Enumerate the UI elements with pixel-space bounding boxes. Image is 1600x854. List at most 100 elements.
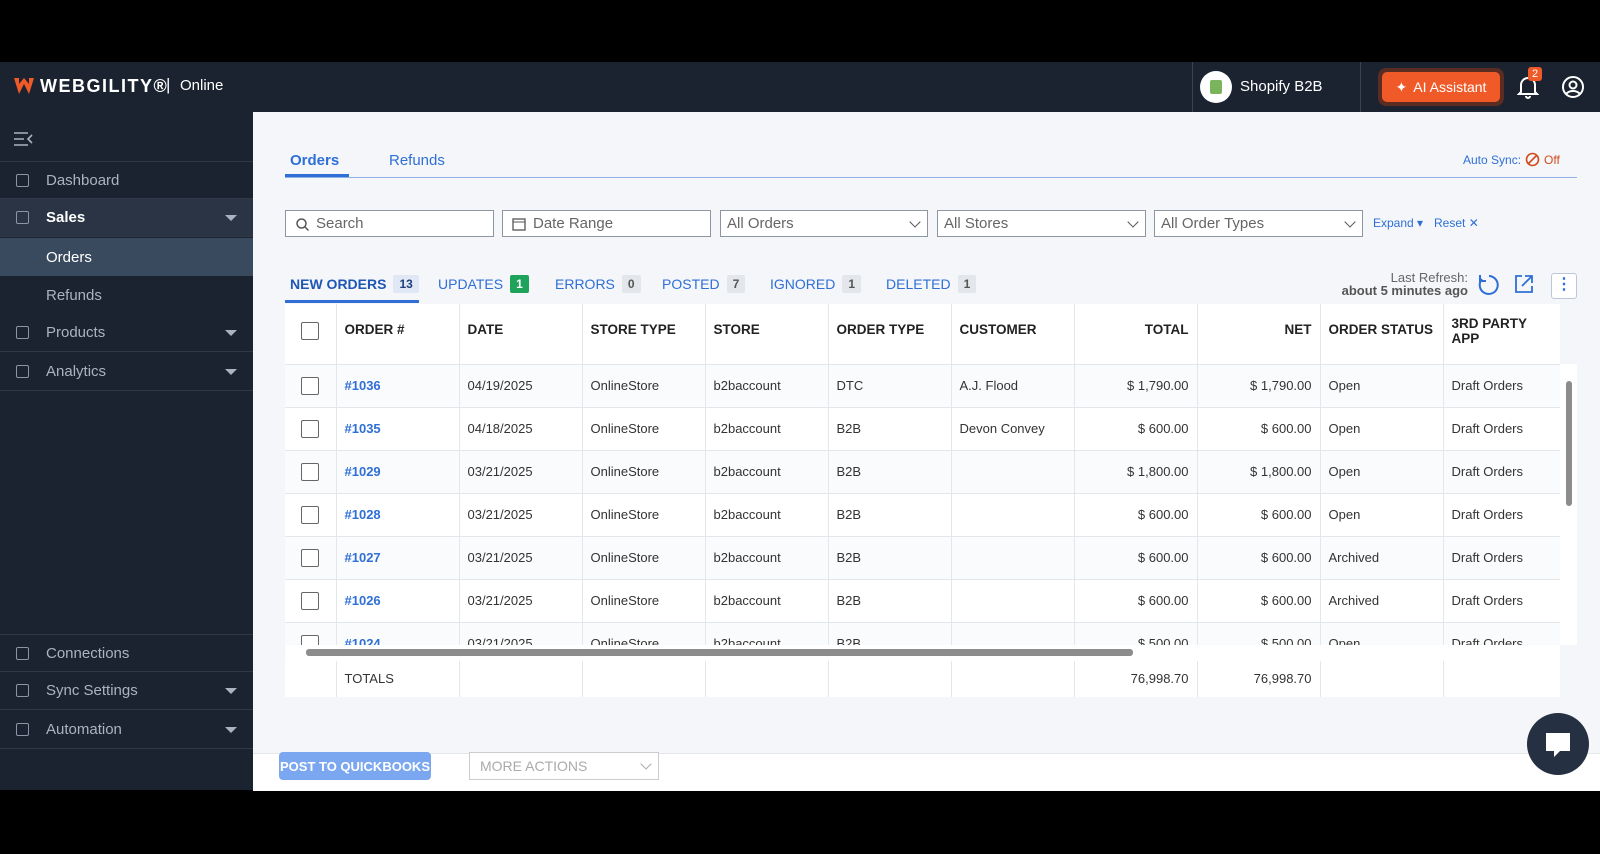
checkbox[interactable] xyxy=(301,462,320,481)
status-tab[interactable]: UPDATES 1 xyxy=(438,275,529,293)
column-header: NET xyxy=(1197,304,1321,365)
action-bar xyxy=(253,753,1600,791)
vertical-scrollbar[interactable] xyxy=(1560,364,1577,645)
tab-orders[interactable]: Orders xyxy=(290,152,340,169)
notification-badge: 2 xyxy=(1528,67,1542,81)
ai-assistant-button[interactable]: ✦ AI Assistant xyxy=(1382,72,1500,102)
post-button[interactable]: POST TO QUICKBOOKS xyxy=(279,752,431,780)
table-cell[interactable]: #1028 xyxy=(336,493,460,537)
checkbox[interactable] xyxy=(301,548,320,567)
reset-link[interactable]: Reset ✕ xyxy=(1434,216,1479,230)
checkbox[interactable] xyxy=(301,322,320,340)
totals-cell xyxy=(828,661,952,697)
status-tab-label: IGNORED xyxy=(770,276,836,292)
table-cell: Draft Orders xyxy=(1443,536,1560,580)
more-actions-label: MORE ACTIONS xyxy=(480,758,588,774)
table-cell: B2B xyxy=(828,536,952,580)
table-cell: $ 1,800.00 xyxy=(1197,450,1321,494)
more-menu[interactable]: ⋮ xyxy=(1551,273,1577,299)
nav-icon xyxy=(16,174,29,187)
table-cell: $ 600.00 xyxy=(1197,407,1321,451)
table-cell: Archived xyxy=(1320,536,1444,580)
nav-label: Sync Settings xyxy=(46,682,138,699)
stores-select-value: All Stores xyxy=(944,215,1009,232)
table-cell: 03/21/2025 xyxy=(459,493,583,537)
open-external-icon[interactable] xyxy=(1513,273,1535,295)
order-row: #1026 03/21/2025 OnlineStore b2baccount B2B $… xyxy=(285,579,1560,623)
nav-caret xyxy=(225,688,237,694)
nav-item[interactable]: Products xyxy=(0,314,253,352)
table-cell: OnlineStore xyxy=(582,450,706,494)
table-cell: Draft Orders xyxy=(1443,364,1560,408)
checkbox[interactable] xyxy=(301,419,320,438)
nav-label: Automation xyxy=(46,721,122,738)
status-tab-count: 13 xyxy=(393,275,419,293)
table-cell[interactable]: #1027 xyxy=(336,536,460,580)
nav-item[interactable]: Sales xyxy=(0,199,253,237)
header-row: ORDER # DATE STORE TYPE STORE ORDER TYPE CUST… xyxy=(285,304,1560,365)
table-cell: Open xyxy=(1320,364,1444,408)
checkbox[interactable] xyxy=(301,376,320,395)
nav-item[interactable]: Refunds xyxy=(0,276,253,314)
nav-label: Dashboard xyxy=(46,171,120,189)
table-cell: $ 600.00 xyxy=(1074,407,1198,451)
status-tab[interactable]: POSTED 7 xyxy=(662,275,746,293)
order-row: #1028 03/21/2025 OnlineStore b2baccount B2B $… xyxy=(285,493,1560,537)
expand-link[interactable]: Expand ▾ xyxy=(1373,216,1424,230)
user-icon[interactable] xyxy=(1561,75,1585,99)
stores-select[interactable]: All Stores xyxy=(937,210,1146,237)
checkbox[interactable] xyxy=(301,591,320,610)
status-tab[interactable]: IGNORED 1 xyxy=(770,275,862,293)
table-cell: Draft Orders xyxy=(1443,493,1560,537)
auto-sync-state[interactable]: Off xyxy=(1544,153,1560,167)
nav-item[interactable]: Sync Settings xyxy=(0,672,253,710)
status-tab[interactable]: ERRORS 0 xyxy=(555,275,641,293)
table-cell[interactable]: #1029 xyxy=(336,450,460,494)
totals-table: TOTALS 76,998.70 76,998.70 xyxy=(285,661,1560,697)
nav-icon xyxy=(16,365,29,378)
brand: WEBGILITY® xyxy=(40,76,169,96)
tab-refunds[interactable]: Refunds xyxy=(389,152,445,169)
horizontal-scrollbar[interactable] xyxy=(286,645,1560,661)
store-avatar xyxy=(1200,71,1232,103)
table-cell[interactable]: #1026 xyxy=(336,579,460,623)
nav-icon xyxy=(16,723,29,736)
nav-item[interactable]: Analytics xyxy=(0,353,253,391)
status-tab-count: 1 xyxy=(510,275,529,293)
order-types-select[interactable]: All Order Types xyxy=(1154,210,1363,237)
checkbox-cell xyxy=(285,536,337,580)
column-header: 3RD PARTY APP xyxy=(1443,304,1560,365)
table-cell: $ 600.00 xyxy=(1197,579,1321,623)
refresh-icon[interactable] xyxy=(1477,273,1501,297)
table-cell[interactable]: #1036 xyxy=(336,364,460,408)
chat-button[interactable] xyxy=(1527,713,1589,775)
status-tab[interactable]: DELETED 1 xyxy=(886,275,977,293)
search-input[interactable]: Search xyxy=(285,210,494,237)
nav-item[interactable]: Connections xyxy=(0,634,253,672)
table-cell: A.J. Flood xyxy=(951,364,1075,408)
table-cell: $ 1,790.00 xyxy=(1074,364,1198,408)
status-tab[interactable]: NEW ORDERS 13 xyxy=(290,275,419,293)
more-actions-select[interactable]: MORE ACTIONS xyxy=(469,752,659,780)
column-header: ORDER TYPE xyxy=(828,304,952,365)
checkbox[interactable] xyxy=(301,505,320,524)
table-cell: $ 600.00 xyxy=(1074,493,1198,537)
nav-item[interactable]: Orders xyxy=(0,238,253,276)
table-cell: $ 1,800.00 xyxy=(1074,450,1198,494)
auto-sync-label: Auto Sync: xyxy=(1463,153,1522,167)
date-range-input[interactable]: Date Range xyxy=(502,210,711,237)
collapse-icon[interactable] xyxy=(14,132,34,146)
nav-item[interactable]: Automation xyxy=(0,711,253,749)
status-tab-count: 1 xyxy=(957,275,977,293)
status-tab-count: 7 xyxy=(726,275,746,293)
nav-icon xyxy=(16,684,29,697)
store-name[interactable]: Shopify B2B xyxy=(1240,78,1323,95)
table-cell: b2baccount xyxy=(705,579,829,623)
totals-cell xyxy=(285,661,337,697)
status-tab-count: 0 xyxy=(621,275,641,293)
table-cell: 04/19/2025 xyxy=(459,364,583,408)
column-header: STORE TYPE xyxy=(582,304,706,365)
table-cell[interactable]: #1035 xyxy=(336,407,460,451)
orders-select[interactable]: All Orders xyxy=(720,210,928,237)
nav-item[interactable]: Dashboard xyxy=(0,161,253,199)
